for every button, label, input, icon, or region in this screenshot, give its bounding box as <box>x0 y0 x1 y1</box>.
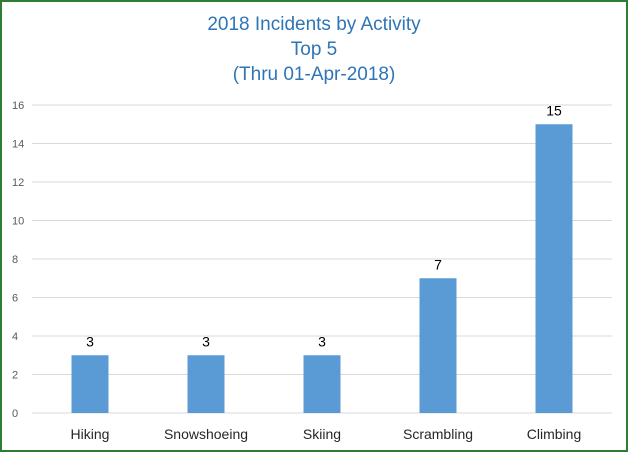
x-tick-label: Snowshoeing <box>164 426 248 442</box>
y-tick-label: 16 <box>12 100 24 112</box>
y-tick-label: 8 <box>12 254 18 266</box>
y-tick-label: 10 <box>12 216 24 228</box>
x-tick-label: Scrambling <box>403 426 473 442</box>
data-label: 3 <box>318 333 326 349</box>
y-tick-label: 6 <box>12 293 18 305</box>
data-label: 15 <box>546 102 562 118</box>
bar-snowshoeing <box>187 355 225 413</box>
x-tick-label: Hiking <box>71 426 110 442</box>
chart-title-line-2: Top 5 <box>290 39 338 60</box>
x-tick-label: Climbing <box>527 426 581 442</box>
chart-title-line-1: 2018 Incidents by Activity <box>207 14 421 35</box>
y-tick-label: 2 <box>12 370 18 382</box>
bar-hiking <box>71 355 109 413</box>
data-label: 7 <box>434 256 442 272</box>
y-tick-label: 4 <box>12 331 18 343</box>
data-label: 3 <box>86 333 94 349</box>
bar-skiing <box>303 355 341 413</box>
x-tick-label: Skiing <box>303 426 341 442</box>
data-label: 3 <box>202 333 210 349</box>
bar-scrambling <box>419 278 457 413</box>
bar-climbing <box>535 124 573 413</box>
y-tick-label: 12 <box>12 177 24 189</box>
chart-title-line-3: (Thru 01-Apr-2018) <box>232 64 396 85</box>
y-tick-label: 14 <box>12 139 24 151</box>
y-tick-label: 0 <box>12 408 18 420</box>
